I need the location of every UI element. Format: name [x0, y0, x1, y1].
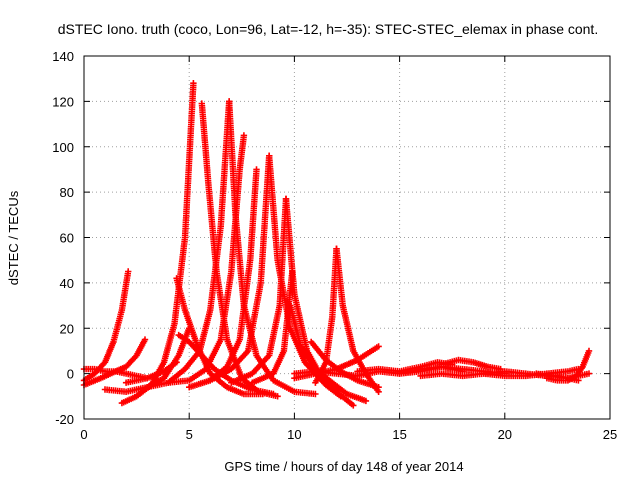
- y-tick-label: 100: [52, 140, 74, 155]
- x-tick-label: 20: [498, 427, 512, 442]
- series-12: [226, 98, 319, 398]
- series-27-markers: [438, 356, 504, 373]
- y-axis-label: dSTEC / TECUs: [6, 190, 21, 285]
- y-tick-label: 60: [60, 231, 74, 246]
- x-tick-label: 15: [392, 427, 406, 442]
- y-tick-label: -20: [55, 412, 74, 427]
- series-9-markers: [143, 98, 233, 391]
- x-tick-label: 10: [287, 427, 301, 442]
- x-axis-label: GPS time / hours of day 148 of year 2014: [224, 459, 463, 474]
- series-6: [122, 359, 180, 386]
- series-22: [333, 245, 382, 395]
- series-14-markers: [207, 152, 273, 384]
- y-tick-label: 120: [52, 94, 74, 109]
- y-tick-label: 40: [60, 276, 74, 291]
- series-9: [143, 98, 233, 391]
- series-5-markers: [118, 80, 197, 407]
- series-5: [118, 80, 197, 407]
- y-tick-label: 0: [67, 367, 74, 382]
- axis-ticks: 0 5 10 15 20 25 -20 0 20 40 60 80 100 120 140: [52, 49, 617, 442]
- series-22-markers: [333, 245, 382, 395]
- series-18: [249, 268, 296, 386]
- x-tick-label: 5: [186, 427, 193, 442]
- series-12-markers: [226, 98, 319, 398]
- y-tick-label: 80: [60, 185, 74, 200]
- chart-title: dSTEC Iono. truth (coco, Lon=96, Lat=-12…: [58, 21, 598, 37]
- series-18-markers: [249, 268, 296, 386]
- series-31-markers: [533, 370, 593, 382]
- x-tick-label: 0: [80, 427, 87, 442]
- series-14: [207, 152, 273, 384]
- series-6-markers: [122, 359, 180, 386]
- y-tick-label: 20: [60, 321, 74, 336]
- data-layer: [80, 80, 593, 409]
- series-31: [533, 370, 593, 382]
- series-27: [438, 356, 504, 373]
- x-tick-label: 25: [603, 427, 617, 442]
- y-tick-label: 140: [52, 49, 74, 64]
